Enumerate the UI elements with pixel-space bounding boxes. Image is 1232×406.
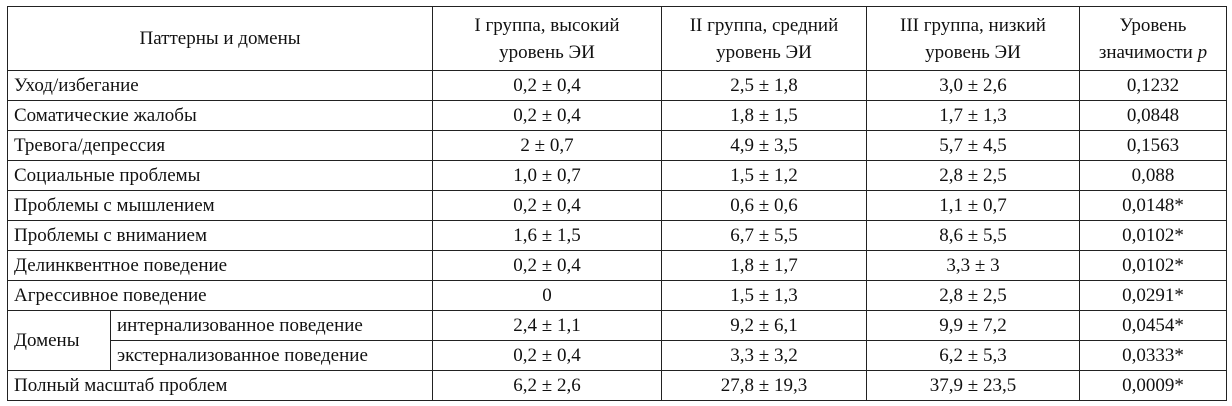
header-row: Паттерны и домены I группа, высокий уров… bbox=[7, 6, 1227, 71]
cell-p-value: 0,0148* bbox=[1079, 190, 1227, 221]
row-label: Проблемы с вниманием bbox=[7, 220, 433, 251]
cell-group2: 4,9 ± 3,5 bbox=[661, 130, 867, 161]
cell-p-value: 0,088 bbox=[1079, 160, 1227, 191]
cell-group3: 2,8 ± 2,5 bbox=[866, 280, 1080, 311]
cell-p-value: 0,0333* bbox=[1079, 340, 1227, 371]
header-group2-line2: уровень ЭИ bbox=[716, 41, 812, 63]
cell-p-value: 0,0009* bbox=[1079, 370, 1227, 401]
cell-group2: 2,5 ± 1,8 bbox=[661, 70, 867, 101]
table-row: Проблемы с вниманием 1,6 ± 1,5 6,7 ± 5,5… bbox=[7, 220, 1227, 251]
header-group1: I группа, высокий уровень ЭИ bbox=[432, 6, 662, 71]
cell-p-value: 0,0102* bbox=[1079, 250, 1227, 281]
cell-group2: 6,7 ± 5,5 bbox=[661, 220, 867, 251]
cell-p-value: 0,0454* bbox=[1079, 310, 1227, 341]
cell-group2: 27,8 ± 19,3 bbox=[661, 370, 867, 401]
cell-group3: 2,8 ± 2,5 bbox=[866, 160, 1080, 191]
table-row-domain: Домены интернализованное поведение 2,4 ±… bbox=[7, 310, 1227, 371]
cell-group2: 3,3 ± 3,2 bbox=[661, 340, 867, 371]
cell-group1: 2 ± 0,7 bbox=[432, 130, 662, 161]
header-group2: II группа, средний уровень ЭИ bbox=[661, 6, 867, 71]
cell-p-value: 0,0102* bbox=[1079, 220, 1227, 251]
table-row: Делинквентное поведение 0,2 ± 0,4 1,8 ± … bbox=[7, 250, 1227, 281]
cell-group1: 0,2 ± 0,4 bbox=[432, 190, 662, 221]
table-row: Проблемы с мышлением 0,2 ± 0,4 0,6 ± 0,6… bbox=[7, 190, 1227, 221]
cell-group3: 37,9 ± 23,5 bbox=[866, 370, 1080, 401]
header-patterns-label: Паттерны и домены bbox=[139, 28, 301, 49]
cell-group1: 2,4 ± 1,1 bbox=[432, 310, 662, 341]
row-label: Агрессивное поведение bbox=[7, 280, 433, 311]
header-group1-line1: I группа, высокий bbox=[474, 14, 620, 36]
row-label: Тревога/депрессия bbox=[7, 130, 433, 161]
table-row: Уход/избегание 0,2 ± 0,4 2,5 ± 1,8 3,0 ±… bbox=[7, 70, 1227, 101]
row-label: Социальные проблемы bbox=[7, 160, 433, 191]
cell-group3: 8,6 ± 5,5 bbox=[866, 220, 1080, 251]
cell-group1: 0,2 ± 0,4 bbox=[432, 340, 662, 371]
header-group3-line1: III группа, низкий bbox=[900, 14, 1046, 36]
header-p-line2: значимости bbox=[1098, 41, 1193, 63]
cell-group2: 9,2 ± 6,1 bbox=[661, 310, 867, 341]
row-label: интернализованное поведение bbox=[110, 310, 433, 341]
cell-group3: 5,7 ± 4,5 bbox=[866, 130, 1080, 161]
cell-group3: 1,7 ± 1,3 bbox=[866, 100, 1080, 131]
table-row: Агрессивное поведение 0 1,5 ± 1,3 2,8 ± … bbox=[7, 280, 1227, 311]
cell-group1: 0,2 ± 0,4 bbox=[432, 250, 662, 281]
header-p-value: Уровень значимости p bbox=[1079, 6, 1227, 71]
cell-group1: 1,6 ± 1,5 bbox=[432, 220, 662, 251]
domains-label: Домены bbox=[7, 310, 111, 371]
cell-p-value: 0,1563 bbox=[1079, 130, 1227, 161]
cell-group3: 1,1 ± 0,7 bbox=[866, 190, 1080, 221]
header-p-line1: Уровень bbox=[1119, 14, 1187, 36]
cell-group2: 1,8 ± 1,7 bbox=[661, 250, 867, 281]
cell-group1: 1,0 ± 0,7 bbox=[432, 160, 662, 191]
cell-group1: 0 bbox=[432, 280, 662, 311]
row-label: Соматические жалобы bbox=[7, 100, 433, 131]
cell-group3: 3,3 ± 3 bbox=[866, 250, 1080, 281]
cell-p-value: 0,0291* bbox=[1079, 280, 1227, 311]
cell-group3: 6,2 ± 5,3 bbox=[866, 340, 1080, 371]
cell-group1: 6,2 ± 2,6 bbox=[432, 370, 662, 401]
row-label: Делинквентное поведение bbox=[7, 250, 433, 281]
table-row: Тревога/депрессия 2 ± 0,7 4,9 ± 3,5 5,7 … bbox=[7, 130, 1227, 161]
row-label: Проблемы с мышлением bbox=[7, 190, 433, 221]
cell-group2: 0,6 ± 0,6 bbox=[661, 190, 867, 221]
cell-p-value: 0,0848 bbox=[1079, 100, 1227, 131]
table-row: Соматические жалобы 0,2 ± 0,4 1,8 ± 1,5 … bbox=[7, 100, 1227, 131]
header-patterns: Паттерны и домены bbox=[7, 6, 433, 71]
results-table: Паттерны и домены I группа, высокий уров… bbox=[7, 6, 1227, 401]
table-row-domain: экстернализованное поведение 0,2 ± 0,4 3… bbox=[8, 340, 1227, 371]
header-group1-line2: уровень ЭИ bbox=[499, 41, 595, 63]
cell-group2: 1,5 ± 1,3 bbox=[661, 280, 867, 311]
cell-group2: 1,8 ± 1,5 bbox=[661, 100, 867, 131]
header-p-symbol: p bbox=[1197, 41, 1208, 63]
table-row: Социальные проблемы 1,0 ± 0,7 1,5 ± 1,2 … bbox=[7, 160, 1227, 191]
cell-group1: 0,2 ± 0,4 bbox=[432, 70, 662, 101]
row-label: Уход/избегание bbox=[7, 70, 433, 101]
row-label: экстернализованное поведение bbox=[110, 340, 433, 371]
cell-group3: 3,0 ± 2,6 bbox=[866, 70, 1080, 101]
header-group3: III группа, низкий уровень ЭИ bbox=[866, 6, 1080, 71]
header-group2-line1: II группа, средний bbox=[689, 14, 839, 36]
cell-group2: 1,5 ± 1,2 bbox=[661, 160, 867, 191]
header-group3-line2: уровень ЭИ bbox=[925, 41, 1021, 63]
cell-group1: 0,2 ± 0,4 bbox=[432, 100, 662, 131]
row-label: Полный масштаб проблем bbox=[7, 370, 433, 401]
cell-p-value: 0,1232 bbox=[1079, 70, 1227, 101]
table-row-total: Полный масштаб проблем 6,2 ± 2,6 27,8 ± … bbox=[7, 370, 1227, 401]
cell-group3: 9,9 ± 7,2 bbox=[866, 310, 1080, 341]
